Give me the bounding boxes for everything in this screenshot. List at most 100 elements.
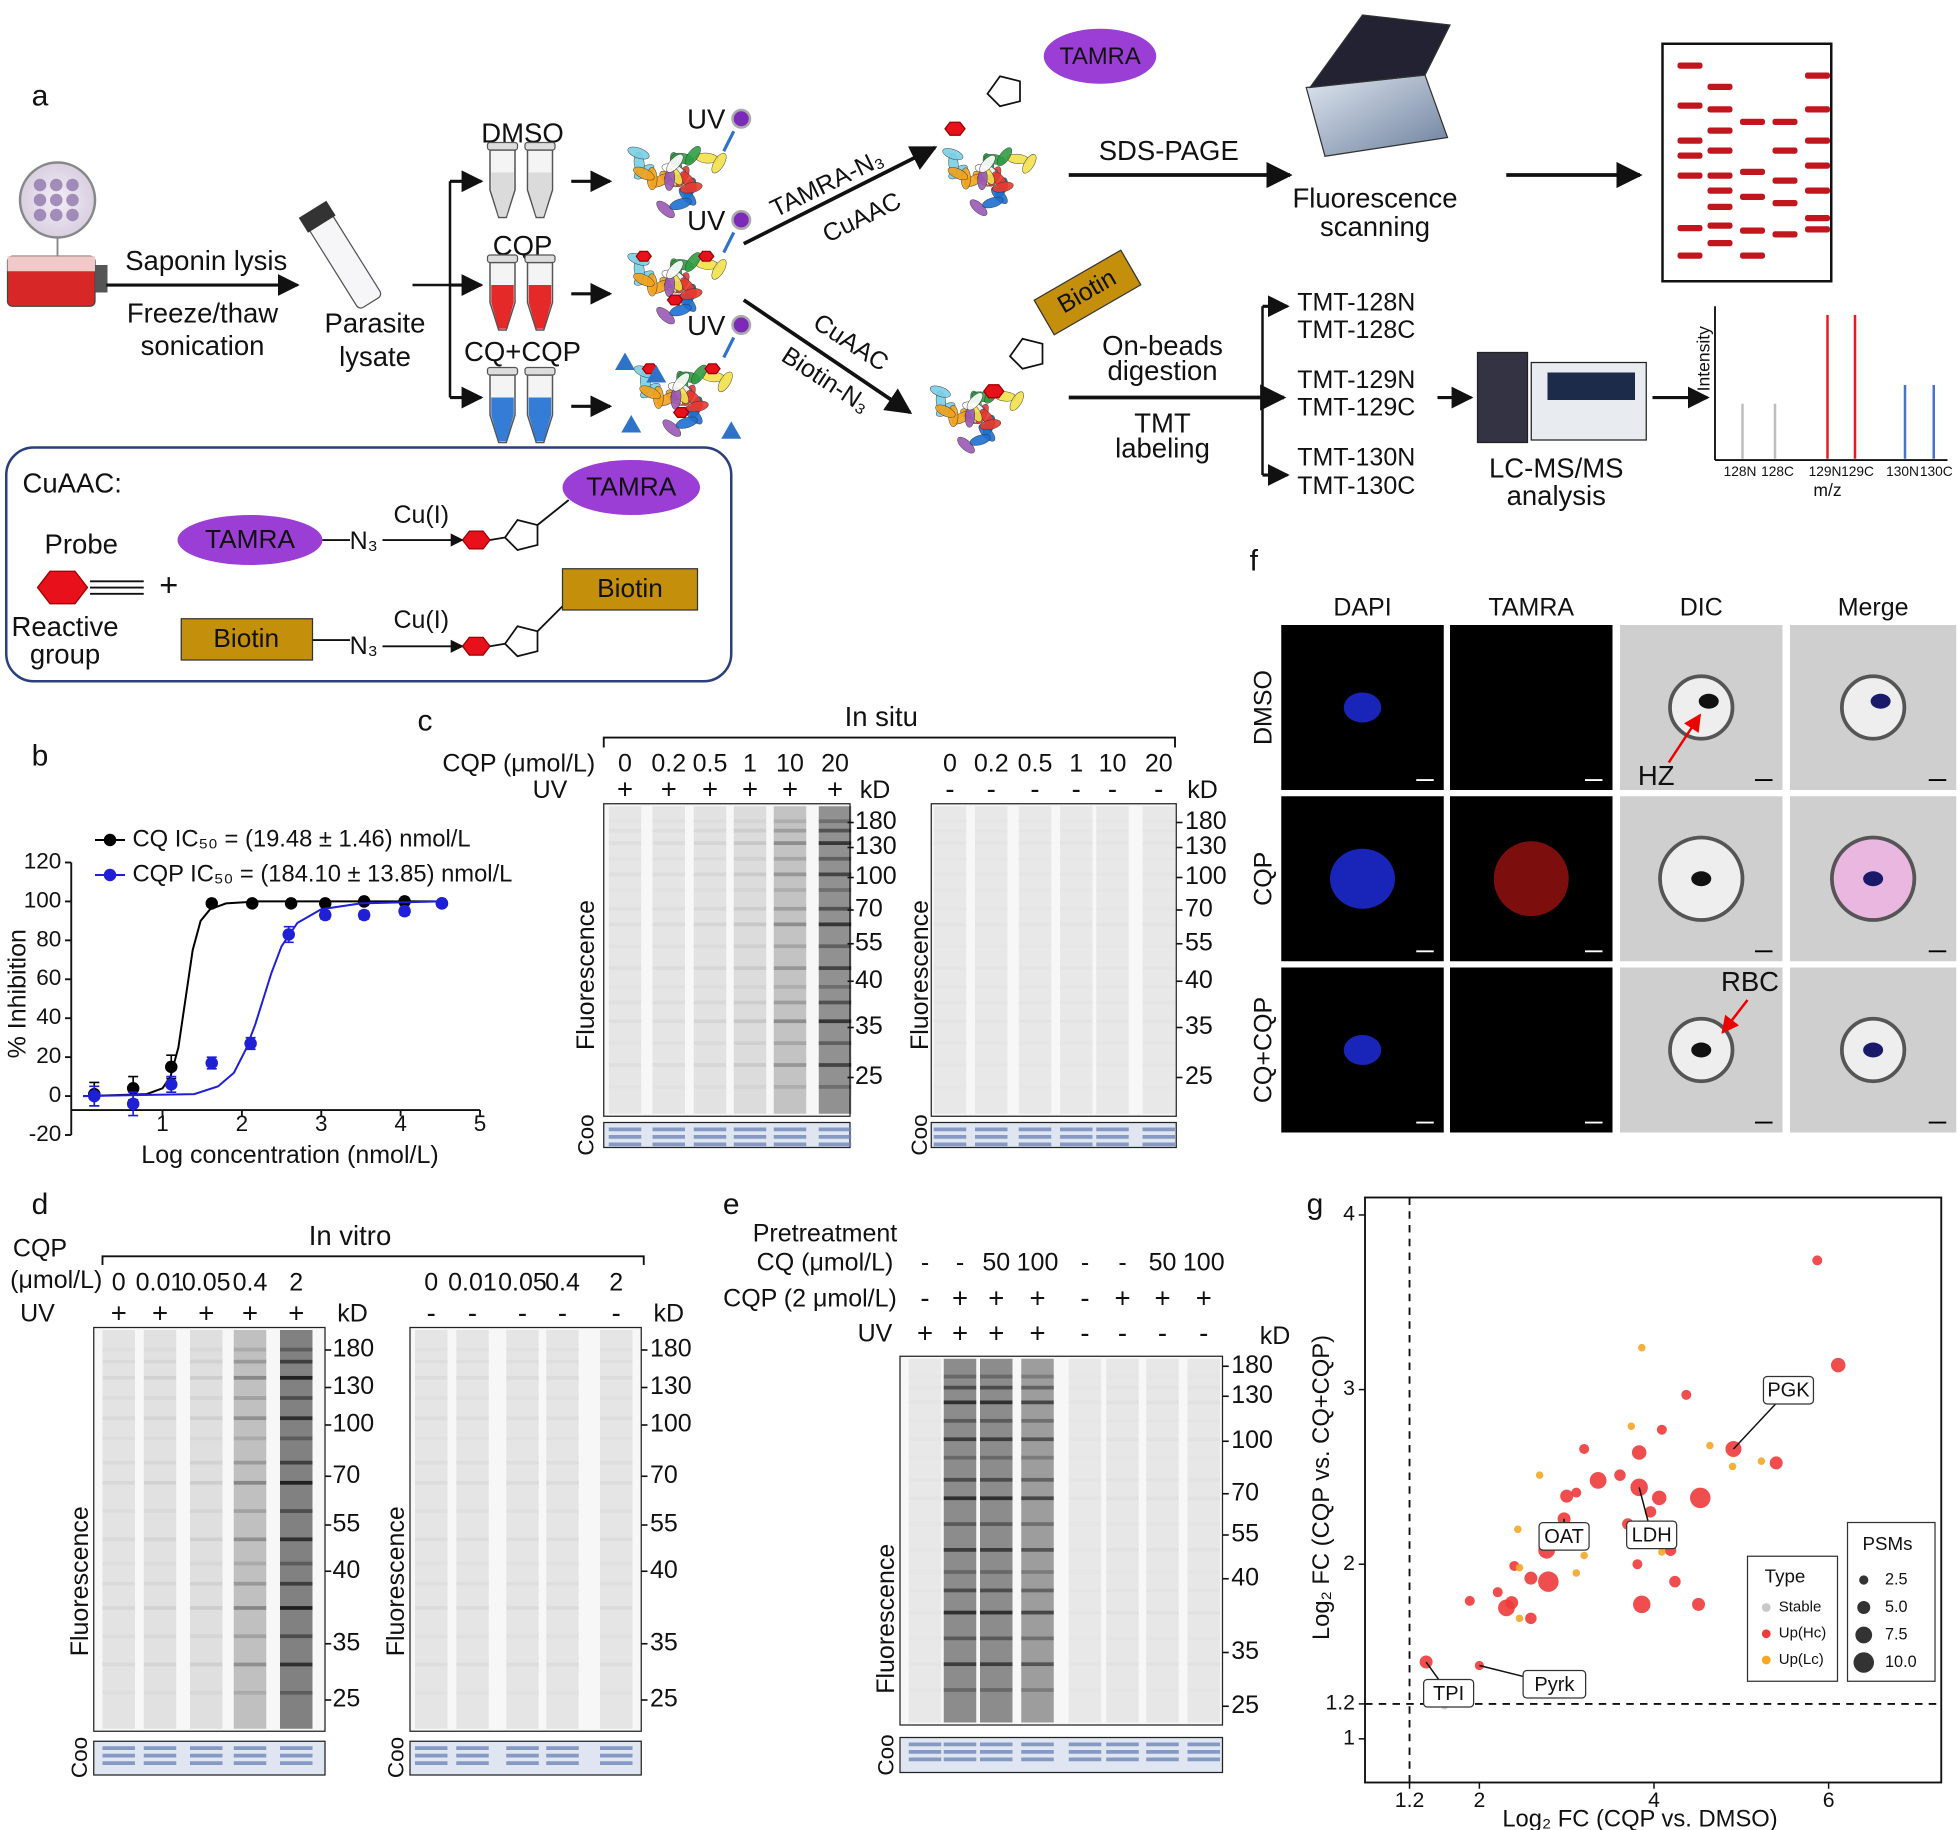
label: Reactive: [12, 611, 119, 642]
gel-band: [1021, 1477, 1054, 1482]
label: 0: [943, 750, 957, 778]
gel-band: [909, 1375, 942, 1379]
gel-band: [694, 857, 727, 861]
coomassie-band: [733, 1142, 767, 1147]
data-point: [1505, 1596, 1519, 1610]
label: -: [558, 1297, 567, 1328]
coomassie-band: [652, 1135, 685, 1139]
coomassie-band: [1068, 1757, 1102, 1762]
label: CQP (μmol/L): [442, 750, 595, 778]
gel-band: [1019, 907, 1052, 911]
data-point: [1524, 1571, 1538, 1585]
label: TAMRA: [205, 524, 295, 554]
y-tick-label: 3: [1343, 1376, 1355, 1400]
annotation-box: [1762, 1375, 1815, 1405]
gel-band: [909, 1419, 942, 1423]
coomassie-band: [456, 1753, 489, 1758]
gel-band: [653, 985, 686, 989]
legend-label: Up(Hc): [1779, 1625, 1827, 1642]
gel-band: [546, 1562, 579, 1566]
annotation: LDH: [1632, 1524, 1672, 1546]
label: On-beads: [1102, 330, 1223, 361]
legend-marker: [103, 868, 117, 882]
gel-band: [975, 944, 1008, 948]
gel-band: [415, 1376, 448, 1380]
gel-lane: [600, 1330, 633, 1729]
label: -: [1080, 1317, 1089, 1348]
gel-band: [1143, 857, 1176, 861]
gel-band: [1805, 162, 1830, 169]
gel-band: [144, 1396, 177, 1400]
gel-band: [975, 1019, 1008, 1023]
gel-band: [909, 1437, 942, 1441]
coomassie-band: [1021, 1757, 1054, 1762]
label: 0: [112, 1268, 126, 1296]
gel-band: [546, 1606, 579, 1610]
gel-band: [609, 1085, 642, 1089]
gel-band: [1143, 873, 1176, 877]
gel-band: [144, 1691, 177, 1695]
gel-band: [934, 841, 967, 845]
coomassie-band: [933, 1142, 967, 1147]
gel-band: [1096, 944, 1129, 948]
legend-marker: [1761, 1603, 1771, 1612]
label: In vitro: [309, 1220, 392, 1251]
label: m/z: [1813, 480, 1841, 500]
gel-band: [190, 1691, 223, 1695]
gel-image: [1661, 42, 1833, 283]
label: 130N: [1886, 464, 1919, 479]
coomassie-band: [506, 1746, 539, 1750]
label: +: [242, 1297, 258, 1328]
annotation: OAT: [1544, 1526, 1584, 1548]
gel-lane: [908, 1358, 942, 1723]
gel-band: [694, 1041, 727, 1045]
gel-band: [693, 872, 727, 877]
gel-lane: [980, 1358, 1013, 1723]
gel-band: [1146, 1375, 1179, 1379]
gel-band: [102, 1480, 135, 1485]
gel-band: [1707, 147, 1733, 154]
coomassie-band: [652, 1142, 685, 1147]
label: +: [1114, 1282, 1130, 1313]
gel-band: [415, 1437, 448, 1441]
lysate-tube-cap: [298, 200, 336, 233]
coomassie-band: [1146, 1750, 1179, 1754]
gel-band: [975, 1063, 1008, 1067]
gel-band: [975, 888, 1008, 892]
annotation: PGK: [1767, 1380, 1810, 1402]
ladder-label: 55: [333, 1510, 361, 1538]
gel-band: [1143, 985, 1176, 989]
gel-band: [1772, 231, 1798, 238]
gel-band: [934, 966, 967, 970]
gel-band: [1707, 187, 1733, 194]
coomassie-band: [506, 1753, 539, 1758]
gel-band: [1143, 1001, 1176, 1005]
gel-band: [1106, 1688, 1139, 1692]
coomassie-band: [773, 1135, 807, 1139]
label: +: [288, 1297, 304, 1328]
gel-band: [1106, 1419, 1139, 1423]
scanner: [1305, 74, 1449, 157]
label: 2: [289, 1268, 303, 1296]
ladder-label: 180: [1231, 1351, 1273, 1379]
gel-band: [600, 1437, 633, 1441]
data-point: [1515, 1614, 1524, 1623]
gel-band: [1740, 118, 1765, 125]
label: kD: [860, 776, 891, 804]
coomassie-band: [975, 1135, 1008, 1139]
gel: [603, 803, 851, 1117]
connector: [489, 642, 506, 648]
hemozoin: [1870, 693, 1891, 709]
gel-band: [1188, 1570, 1221, 1574]
gel-band: [600, 1582, 633, 1586]
label: 10: [776, 750, 804, 778]
label: SDS-PAGE: [1099, 135, 1239, 166]
gel-band: [909, 1589, 942, 1593]
gel-band: [506, 1437, 539, 1441]
gel-lane: [143, 1330, 177, 1729]
label: 129C: [1841, 464, 1874, 479]
reactive-group: [704, 363, 721, 375]
gel-band: [934, 1001, 967, 1005]
gel-band: [600, 1416, 633, 1420]
gel-band: [1146, 1401, 1179, 1405]
